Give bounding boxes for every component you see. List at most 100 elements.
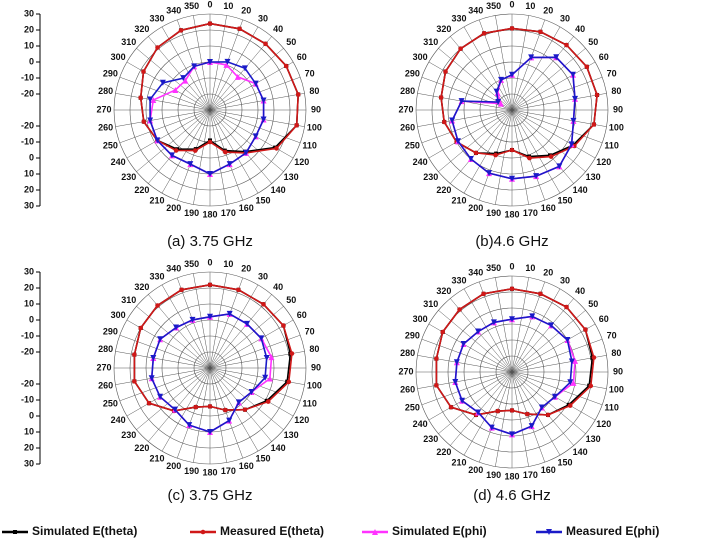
marker — [509, 431, 515, 438]
angle-label: 200 — [468, 203, 483, 213]
grid-spoke — [209, 76, 301, 111]
angle-label: 210 — [451, 195, 466, 205]
marker — [172, 87, 179, 93]
marker — [265, 399, 271, 404]
angle-label: 240 — [111, 415, 126, 425]
angle-label: 100 — [307, 123, 322, 133]
marker — [584, 64, 590, 70]
marker — [260, 116, 267, 123]
r-tick-label: -10 — [21, 394, 34, 404]
r-tick-label: 0 — [29, 56, 34, 66]
angle-label: 80 — [611, 348, 621, 358]
marker — [509, 286, 515, 292]
marker — [289, 351, 295, 356]
grid-spoke — [428, 109, 513, 159]
angle-label: 350 — [184, 1, 199, 11]
marker — [583, 327, 588, 332]
marker — [242, 407, 248, 412]
angle-label: 70 — [305, 68, 315, 78]
marker — [150, 354, 157, 361]
angle-label: 220 — [134, 185, 149, 195]
grid-spoke — [511, 109, 596, 159]
grid-spoke — [209, 48, 284, 111]
angle-label: 260 — [400, 385, 415, 395]
grid-spoke — [417, 109, 513, 127]
r-tick-label: -20 — [21, 346, 34, 356]
angle-label: 270 — [398, 104, 413, 114]
grid-spoke — [209, 61, 294, 111]
angle-label: 320 — [134, 24, 149, 34]
r-tick-label: -20 — [21, 120, 34, 130]
marker — [236, 287, 241, 293]
angle-label: 290 — [103, 326, 118, 336]
angle-label: 190 — [184, 208, 199, 218]
marker — [493, 88, 500, 95]
marker — [564, 304, 569, 310]
grid-spoke — [421, 338, 513, 373]
marker — [440, 329, 446, 335]
grid-spoke — [209, 109, 272, 184]
angle-label: 160 — [239, 461, 254, 471]
r-tick-label: 10 — [24, 40, 34, 50]
marker — [207, 429, 213, 435]
marker — [263, 41, 268, 47]
marker — [172, 406, 179, 413]
grid-spoke — [511, 19, 546, 111]
angle-label: 310 — [423, 299, 438, 309]
angle-label: 230 — [121, 172, 136, 182]
marker — [467, 156, 474, 163]
marker — [146, 400, 152, 406]
marker — [538, 404, 545, 411]
marker — [475, 409, 482, 416]
grid-spoke — [161, 284, 211, 369]
grid-spoke — [511, 371, 529, 467]
marker — [527, 155, 532, 161]
grid-spoke — [438, 109, 513, 172]
angle-label: 320 — [134, 282, 149, 292]
angle-label: 170 — [221, 208, 236, 218]
grid-spoke — [119, 334, 211, 369]
angle-label: 50 — [588, 299, 598, 309]
grid-spoke — [421, 109, 513, 144]
angle-label: 350 — [486, 263, 501, 273]
marker — [533, 173, 540, 180]
marker — [473, 150, 479, 156]
angle-label: 300 — [111, 52, 126, 62]
angle-label: 220 — [436, 185, 451, 195]
grid-spoke — [417, 371, 513, 389]
grid-spoke — [421, 76, 513, 111]
angle-label: 340 — [166, 6, 181, 16]
marker — [260, 97, 267, 104]
r-tick-label: 10 — [24, 298, 34, 308]
marker — [268, 354, 275, 361]
grid-spoke — [193, 273, 211, 369]
marker — [588, 383, 594, 389]
marker — [207, 21, 213, 26]
angle-label: 230 — [121, 430, 136, 440]
angle-label: 130 — [586, 434, 601, 444]
grid-spoke — [511, 26, 561, 111]
r-tick-label: 20 — [24, 184, 34, 194]
grid-spoke — [209, 36, 272, 111]
marker — [494, 89, 501, 96]
marker — [525, 411, 530, 417]
marker — [434, 356, 439, 361]
marker — [497, 100, 504, 107]
marker — [443, 69, 448, 74]
angle-label: 60 — [599, 314, 609, 324]
marker — [481, 291, 486, 297]
angle-label: 250 — [405, 140, 420, 150]
grid-spoke — [209, 284, 259, 369]
marker — [538, 291, 543, 297]
marker — [295, 92, 301, 97]
angle-label: 300 — [111, 310, 126, 320]
angle-label: 140 — [271, 185, 286, 195]
marker — [509, 175, 515, 182]
marker — [548, 322, 555, 329]
angle-label: 120 — [596, 419, 611, 429]
angle-label: 210 — [451, 457, 466, 467]
r-tick-label: 0 — [29, 410, 34, 420]
angle-label: 80 — [309, 86, 319, 96]
marker — [281, 323, 286, 328]
grid-spoke — [209, 273, 227, 369]
